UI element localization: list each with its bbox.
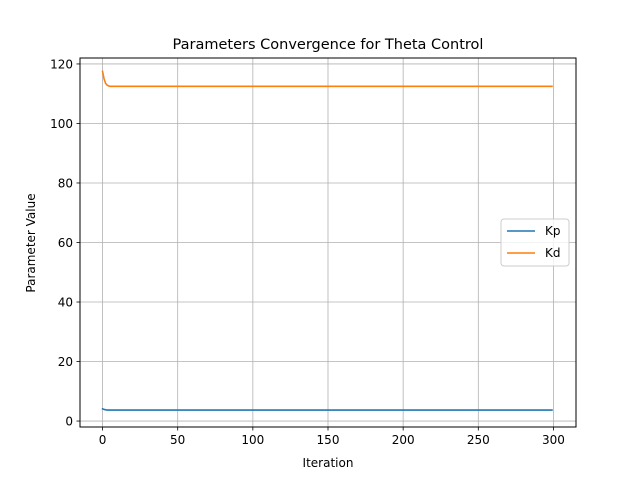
y-tick-label: 20	[58, 355, 73, 369]
x-tick-label: 0	[99, 433, 107, 447]
x-tick-label: 250	[467, 433, 490, 447]
x-axis-label: Iteration	[303, 456, 354, 470]
x-tick-label: 100	[241, 433, 264, 447]
y-axis-label: Parameter Value	[24, 193, 38, 292]
chart-title: Parameters Convergence for Theta Control	[173, 37, 484, 53]
y-tick-label: 40	[58, 296, 73, 310]
x-tick-label: 200	[392, 433, 415, 447]
series-lines	[101, 70, 553, 411]
x-tick-label: 50	[170, 433, 185, 447]
y-tick-label: 120	[50, 57, 73, 71]
series-line-kp	[101, 407, 553, 411]
y-tick-label: 60	[58, 236, 73, 250]
x-tick-label: 150	[317, 433, 340, 447]
series-line-kd	[101, 70, 553, 88]
grid-lines	[80, 58, 576, 427]
legend-label-kd: Kd	[545, 246, 561, 260]
y-tick-label: 0	[65, 415, 73, 429]
x-tick-label: 300	[542, 433, 565, 447]
y-tick-label: 100	[50, 117, 73, 131]
axis-ticks: 0 50 100 150 200 250 300 0 20 40 60 80 100 120	[50, 57, 565, 447]
legend: Kp Kd	[500, 218, 570, 267]
legend-label-kp: Kp	[545, 224, 561, 238]
y-tick-label: 80	[58, 176, 73, 190]
